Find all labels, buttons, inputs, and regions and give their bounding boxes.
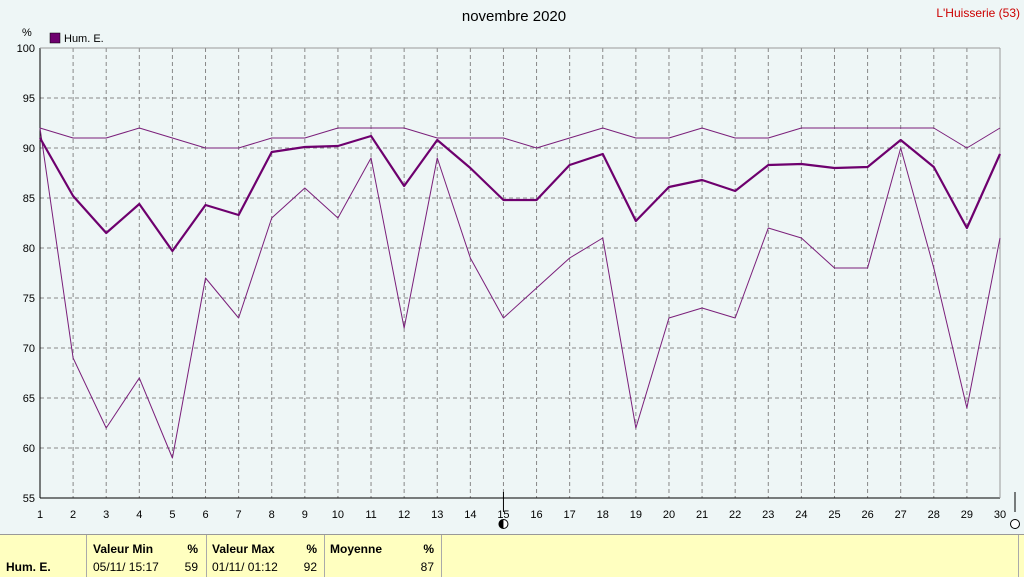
x-tick-label: 14: [464, 509, 476, 521]
stats-series-label: Hum. E.: [6, 560, 51, 574]
x-tick-label: 12: [398, 509, 410, 521]
x-tick-label: 16: [530, 509, 542, 521]
max-value: 92: [303, 560, 317, 574]
x-tick-label: 28: [928, 509, 940, 521]
y-tick-label: 90: [23, 143, 35, 155]
y-axis-unit: %: [22, 27, 32, 39]
x-tick-label: 22: [729, 509, 741, 521]
avg-header: Moyenne: [330, 542, 383, 556]
y-tick-label: 60: [23, 443, 35, 455]
y-tick-label: 80: [23, 243, 35, 255]
x-tick-label: 6: [202, 509, 208, 521]
series-line-average: [39, 134, 1002, 253]
x-tick-label: 21: [696, 509, 708, 521]
station-name: L'Huisserie (53): [936, 6, 1020, 20]
min-header: Valeur Min: [93, 542, 154, 556]
x-tick-label: 23: [762, 509, 774, 521]
x-tick-label: 11: [365, 509, 376, 521]
x-tick-label: 24: [795, 509, 807, 521]
x-tick-label: 3: [103, 509, 109, 521]
legend-label: Hum. E.: [64, 33, 104, 45]
x-tick-label: 17: [564, 509, 576, 521]
plot-area: [40, 48, 1000, 498]
x-tick-label: 27: [895, 509, 907, 521]
humidity-chart: novembre 2020 L'Huisserie (53) % Hum. E.…: [17, 6, 1020, 529]
min-value: 59: [184, 560, 198, 574]
y-tick-label: 55: [23, 493, 35, 505]
legend-swatch: [49, 32, 61, 44]
x-tick-label: 18: [597, 509, 609, 521]
statistics-panel: Hum. E. Valeur Min % 05/11/ 15:17 59 Val…: [0, 534, 1024, 577]
max-header: Valeur Max: [212, 542, 275, 556]
x-tick-label: 7: [236, 509, 242, 521]
new-moon-icon: [1010, 519, 1020, 529]
y-tick-label: 65: [23, 393, 35, 405]
y-tick-label: 85: [23, 193, 35, 205]
x-tick-label: 26: [861, 509, 873, 521]
max-unit: %: [306, 542, 317, 556]
avg-unit: %: [423, 542, 434, 556]
max-date: 01/11/ 01:12: [212, 560, 278, 574]
x-tick-label: 20: [663, 509, 675, 521]
x-tick-label: 5: [169, 509, 175, 521]
y-tick-label: 75: [23, 293, 35, 305]
x-tick-label: 13: [431, 509, 443, 521]
y-tick-label: 95: [23, 93, 35, 105]
x-tick-label: 8: [269, 509, 275, 521]
series-line-min: [39, 127, 1001, 459]
x-tick-label: 4: [136, 509, 142, 521]
x-tick-label: 2: [70, 509, 76, 521]
x-tick-label: 30: [994, 509, 1006, 521]
x-tick-label: 9: [302, 509, 308, 521]
chart-title: novembre 2020: [462, 8, 566, 25]
y-tick-label: 100: [17, 43, 35, 55]
x-tick-label: 15: [497, 509, 509, 521]
x-tick-label: 19: [630, 509, 642, 521]
x-tick-label: 25: [828, 509, 840, 521]
min-unit: %: [187, 542, 198, 556]
avg-value: 87: [420, 560, 434, 574]
moon-shadow-icon: [498, 519, 504, 529]
min-date: 05/11/ 15:17: [93, 560, 159, 574]
x-tick-label: 1: [37, 509, 43, 521]
series-line-max: [39, 127, 1001, 149]
x-tick-label: 10: [332, 509, 344, 521]
x-tick-label: 29: [961, 509, 973, 521]
y-tick-label: 70: [23, 343, 35, 355]
